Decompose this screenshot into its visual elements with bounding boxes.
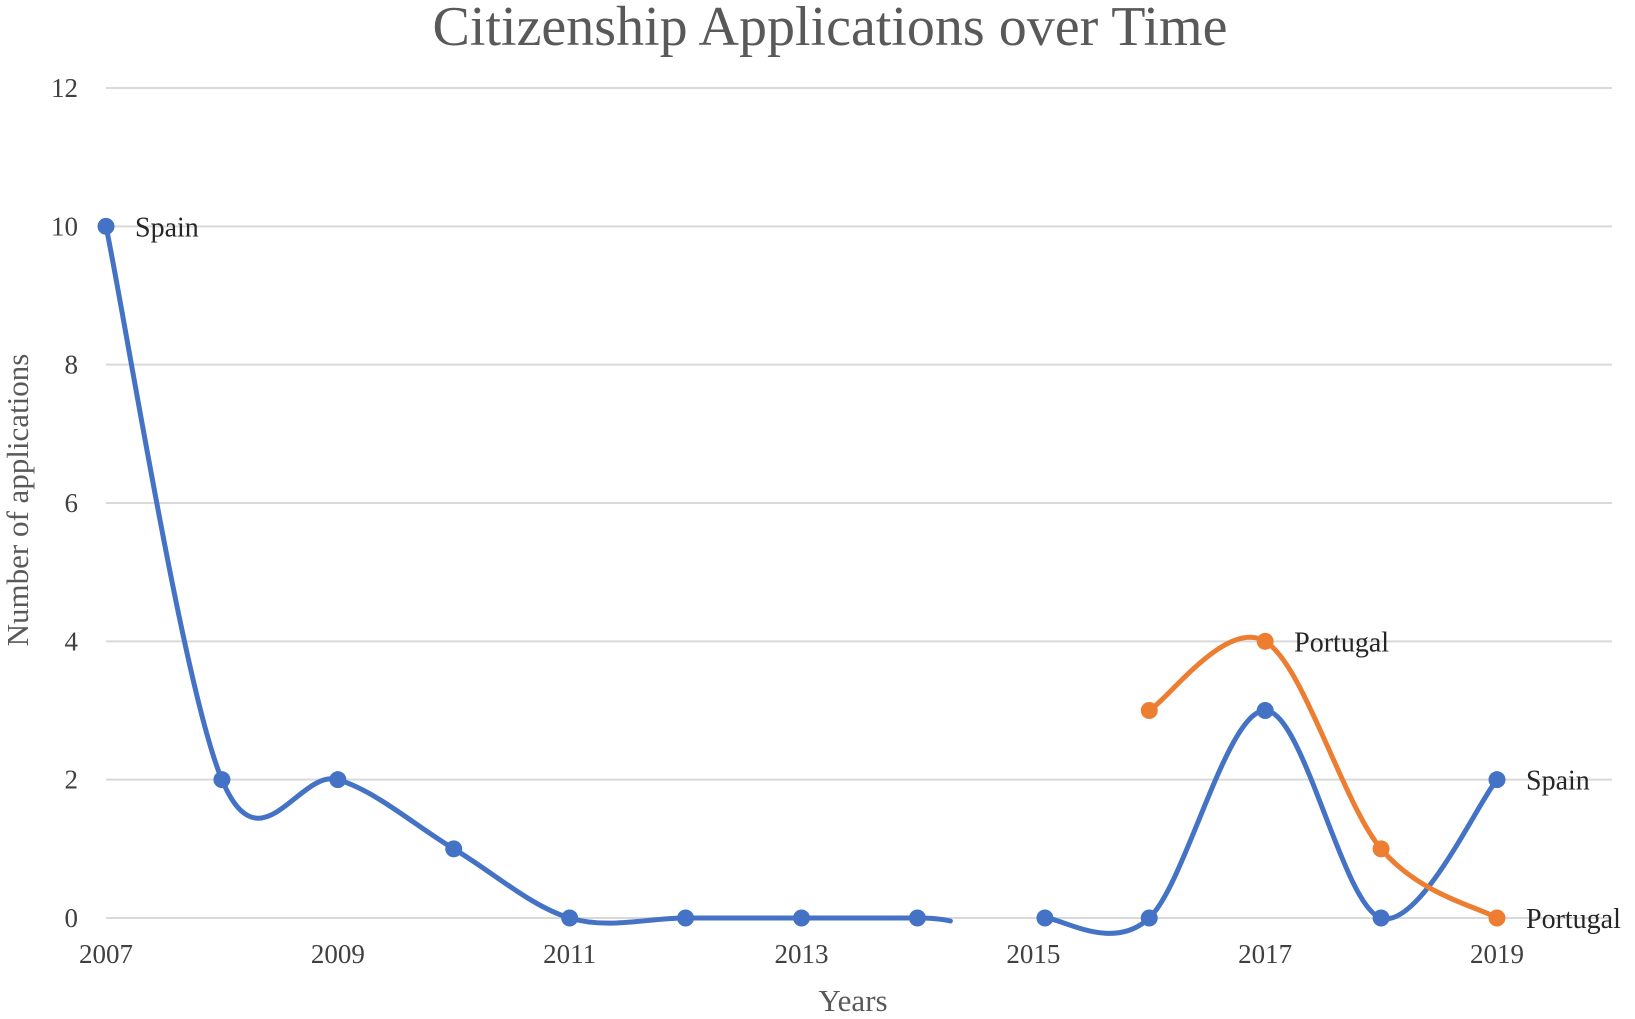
y-tick-label: 8 xyxy=(65,350,79,380)
x-axis-title: Years xyxy=(818,983,887,1018)
data-point-spain xyxy=(908,909,926,927)
data-label-portugal: Portugal xyxy=(1294,627,1389,658)
y-tick-label: 4 xyxy=(65,626,79,656)
series-spain xyxy=(97,217,1506,936)
y-axis-ticks: 0 2 4 6 8 10 12 xyxy=(51,73,79,933)
x-tick-label: 2009 xyxy=(311,939,365,969)
data-point-spain xyxy=(1488,771,1506,789)
series-layer xyxy=(97,217,1506,936)
series-line-spain-1 xyxy=(1042,708,1500,936)
x-tick-label: 2011 xyxy=(543,939,596,969)
data-point-spain xyxy=(213,771,231,789)
data-point-spain xyxy=(677,909,695,927)
gridlines xyxy=(106,87,1612,919)
data-point-spain xyxy=(329,771,347,789)
data-point-portugal xyxy=(1140,702,1158,719)
series-portugal xyxy=(1140,632,1506,927)
x-tick-label: 2019 xyxy=(1470,939,1524,969)
y-tick-label: 0 xyxy=(65,903,79,933)
data-point-spain xyxy=(793,909,810,927)
x-tick-label: 2017 xyxy=(1238,939,1292,969)
data-point-spain xyxy=(561,909,579,927)
x-tick-label: 2015 xyxy=(1006,939,1060,969)
y-tick-label: 10 xyxy=(51,211,78,241)
x-tick-label: 2007 xyxy=(79,939,133,969)
x-tick-label: 2013 xyxy=(775,939,829,969)
y-tick-label: 2 xyxy=(65,765,79,795)
data-point-spain xyxy=(445,840,463,858)
series-line-portugal-0 xyxy=(1146,634,1500,921)
data-point-spain xyxy=(1036,909,1054,927)
x-axis-ticks: 2007 2009 2011 2013 2015 2017 2019 xyxy=(79,939,1524,969)
data-point-spain xyxy=(1372,909,1390,927)
data-point-portugal xyxy=(1372,840,1390,858)
data-point-portugal xyxy=(1256,632,1274,650)
chart-title: Citizenship Applications over Time xyxy=(433,0,1228,58)
series-line-spain-0 xyxy=(103,223,920,926)
data-label-spain: Spain xyxy=(1526,766,1590,797)
data-point-spain xyxy=(1256,702,1274,719)
data-point-spain xyxy=(1140,909,1158,927)
y-tick-label: 12 xyxy=(51,73,78,103)
data-label-spain: Spain xyxy=(135,212,199,243)
y-tick-label: 6 xyxy=(65,488,79,518)
data-point-spain xyxy=(97,217,115,235)
y-axis-title: Number of applications xyxy=(0,354,35,647)
data-point-portugal xyxy=(1488,909,1506,927)
data-labels: Spain Portugal Spain Portugal xyxy=(135,212,1621,935)
data-label-portugal: Portugal xyxy=(1526,904,1621,935)
